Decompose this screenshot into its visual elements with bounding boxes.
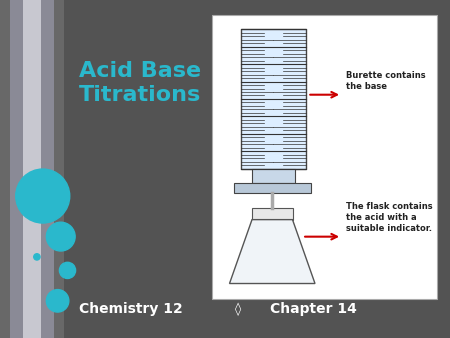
Text: The flask contains
the acid with a
suitable indicator.: The flask contains the acid with a suita… [346,202,433,233]
Bar [252,169,295,183]
Ellipse shape [59,262,76,279]
Bar [10,0,23,338]
Bar [41,0,54,338]
Ellipse shape [34,254,40,260]
Ellipse shape [46,222,75,251]
Bar [252,208,292,220]
Bar [241,29,306,169]
Text: Burette contains
the base: Burette contains the base [346,71,426,91]
Text: Chapter 14: Chapter 14 [270,302,357,316]
Ellipse shape [46,290,69,312]
Text: Acid Base
Titrations: Acid Base Titrations [79,61,201,105]
Text: ◊: ◊ [235,303,242,316]
Bar [212,15,436,299]
Text: Chemistry 12: Chemistry 12 [79,302,183,316]
Bar [234,183,310,193]
Bar [54,0,64,338]
Bar [0,0,10,338]
Ellipse shape [16,169,70,223]
Bar [23,0,41,338]
Polygon shape [230,220,315,284]
